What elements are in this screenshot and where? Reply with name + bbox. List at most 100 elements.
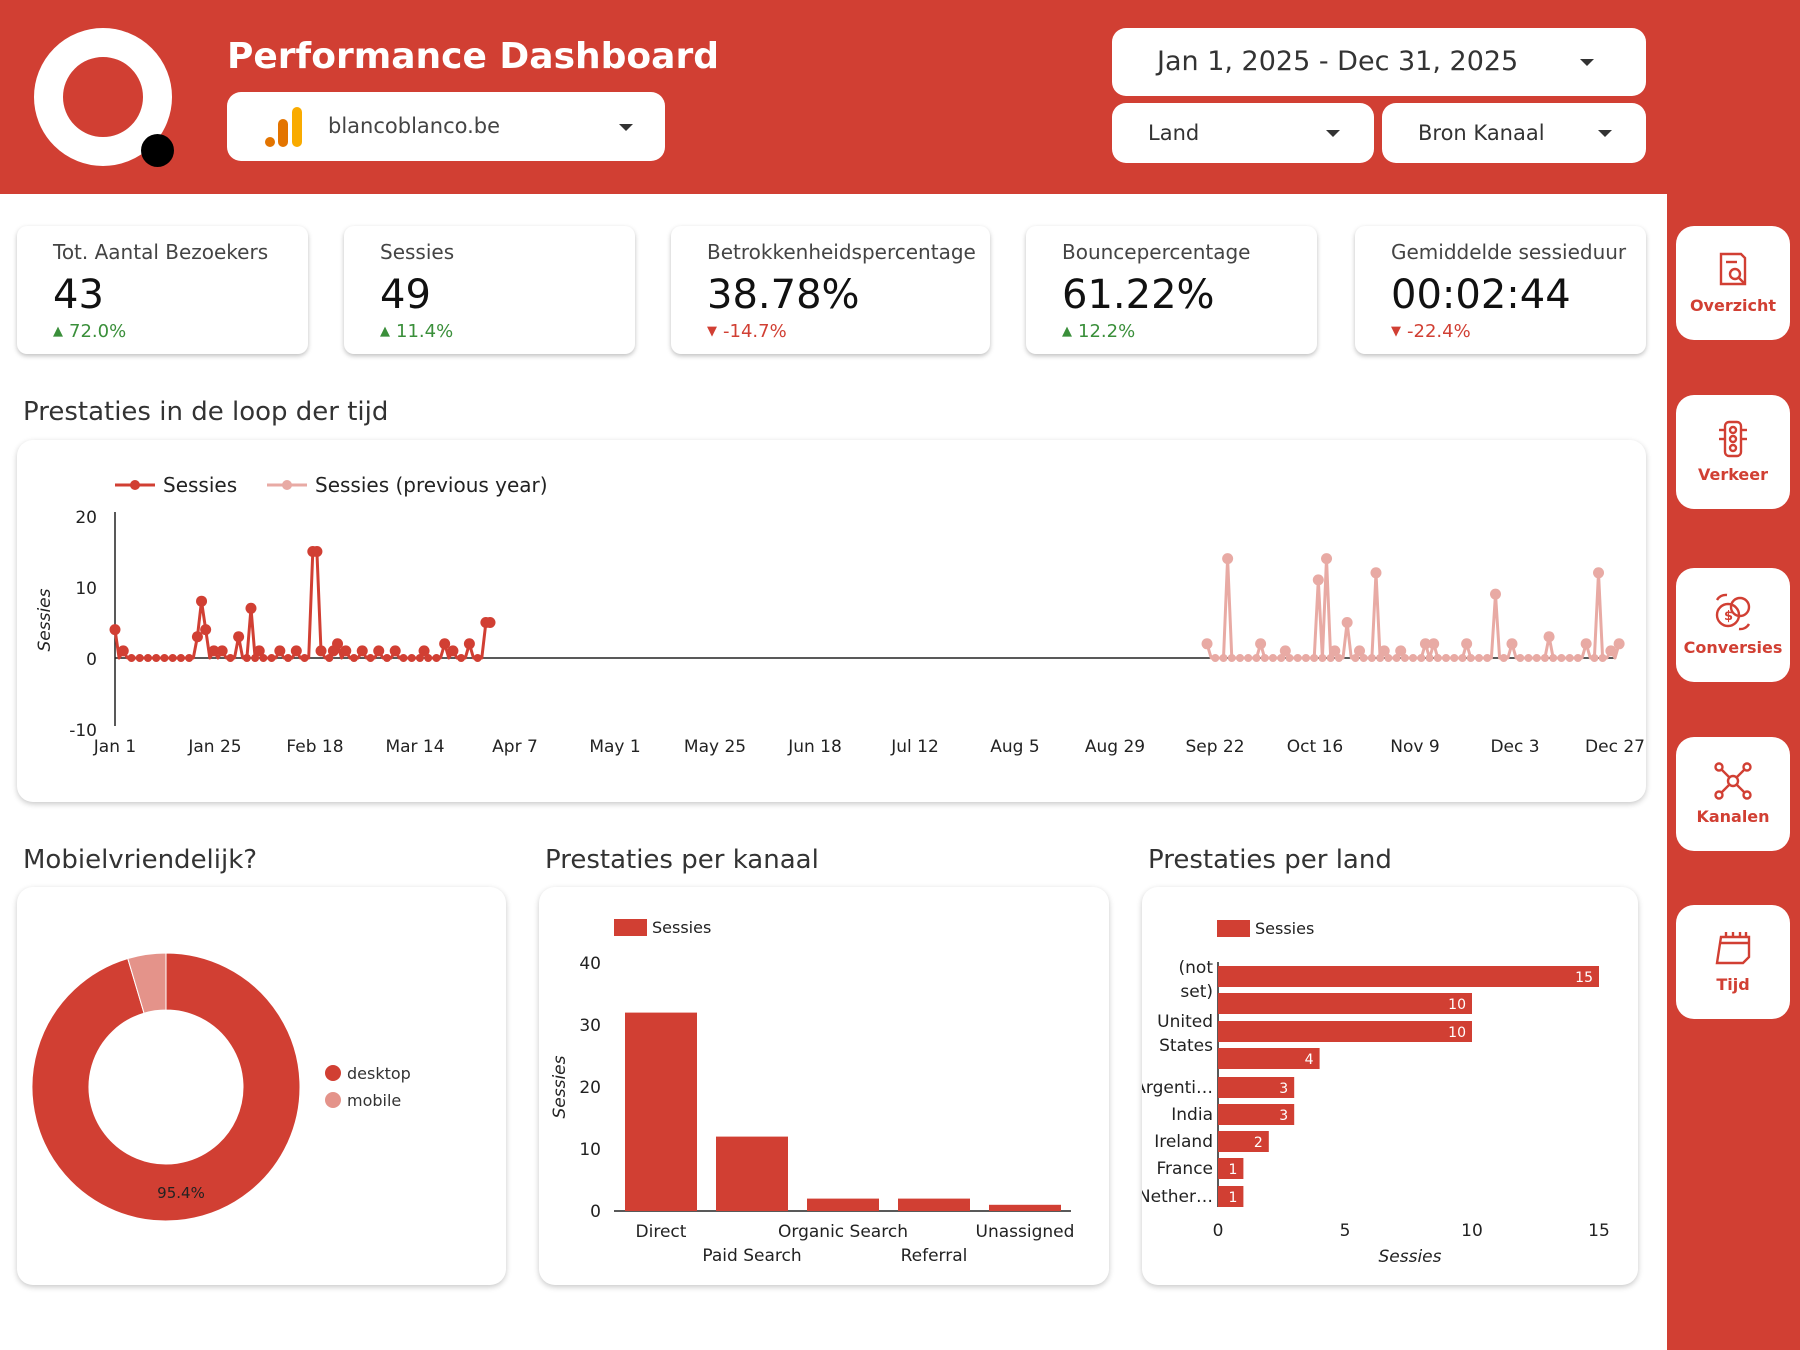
chevron-down-icon	[1580, 59, 1594, 66]
kpi-delta-value: 11.4%	[396, 321, 454, 342]
data-point	[1475, 654, 1484, 662]
data-point	[1244, 654, 1253, 662]
data-point	[216, 645, 228, 657]
data-point	[356, 645, 368, 657]
nav-traffic-button[interactable]: Verkeer	[1676, 395, 1790, 509]
data-point	[1466, 654, 1475, 662]
data-point	[284, 654, 293, 662]
channel-chart-card: Sessies 40 30 20 10 0 Sessies Direct Paid Search…	[539, 887, 1109, 1285]
nav-conversions-button[interactable]: $ Conversies	[1676, 568, 1790, 682]
bar-value-label: 3	[1279, 1081, 1288, 1097]
nav-overview-label: Overzicht	[1689, 296, 1777, 315]
report-search-icon	[1719, 252, 1747, 286]
property-select[interactable]: blancoblanco.be	[227, 92, 665, 161]
x-tick-label: Organic Search	[778, 1222, 908, 1242]
category-label: France	[1156, 1159, 1213, 1179]
data-point	[1318, 654, 1327, 662]
data-point	[1201, 638, 1213, 650]
data-point	[1376, 654, 1385, 662]
data-point	[160, 654, 169, 662]
traffic-light-icon	[1719, 420, 1747, 458]
data-point	[1227, 654, 1236, 662]
kpi-delta: ▼ -22.4%	[1391, 321, 1471, 342]
legend-label-desktop: desktop	[347, 1064, 411, 1083]
chevron-down-icon	[619, 124, 633, 131]
data-point	[389, 645, 401, 657]
data-point	[1354, 645, 1366, 657]
line-chart-card: Sessies Sessies (previous year) 20 10 0 -10 Se…	[17, 440, 1646, 802]
data-point	[439, 638, 451, 650]
data-point	[1543, 631, 1555, 643]
arrow-down-icon: ▼	[1391, 324, 1401, 339]
data-point	[185, 654, 194, 662]
x-tick-label: Jun 18	[787, 737, 842, 757]
bar-value-label: 4	[1305, 1052, 1314, 1068]
legend-marker-previous	[282, 480, 292, 490]
kpi-delta: ▲ 12.2%	[1062, 321, 1135, 342]
data-point	[1605, 645, 1617, 657]
bar	[1218, 1021, 1472, 1042]
data-point	[1580, 638, 1592, 650]
bar-value-label: 10	[1448, 997, 1466, 1013]
date-range-picker[interactable]: Jan 1, 2025 - Dec 31, 2025	[1112, 28, 1646, 96]
data-point	[350, 654, 359, 662]
x-tick-label: Feb 18	[286, 737, 343, 757]
data-point	[1255, 638, 1267, 650]
data-point	[253, 645, 265, 657]
data-point	[415, 654, 424, 662]
bar	[1218, 993, 1472, 1014]
data-point	[1532, 654, 1541, 662]
data-point	[447, 645, 459, 657]
data-point	[1461, 638, 1473, 650]
data-point	[311, 546, 323, 557]
donut-data-label: 95.4%	[157, 1184, 205, 1202]
data-point	[1341, 617, 1353, 628]
x-tick-label: Aug 5	[990, 737, 1039, 757]
legend-label-sessions: Sessies	[652, 918, 711, 937]
data-point	[463, 638, 475, 650]
data-point	[1279, 645, 1291, 657]
data-point	[1428, 638, 1440, 650]
data-point	[135, 654, 144, 662]
x-tick-label: 5	[1340, 1221, 1351, 1241]
kpi-card-visitors: Tot. Aantal Bezoekers 43 ▲ 72.0%	[17, 226, 308, 354]
data-point	[1557, 654, 1566, 662]
data-point	[473, 654, 482, 662]
data-point	[340, 645, 352, 657]
kpi-value: 43	[53, 272, 104, 318]
kpi-delta-value: -14.7%	[723, 321, 787, 342]
data-point	[196, 595, 208, 607]
bar	[1218, 1131, 1269, 1152]
source-filter[interactable]: Bron Kanaal	[1382, 103, 1646, 163]
category-label: States	[1159, 1036, 1213, 1056]
data-point	[245, 602, 257, 614]
data-point	[1351, 654, 1360, 662]
data-point	[325, 654, 334, 662]
legend-label-previous: Sessies (previous year)	[315, 473, 548, 497]
data-point	[382, 654, 391, 662]
data-point	[315, 645, 327, 657]
legend-label-sessions: Sessies	[1255, 919, 1314, 938]
y-tick-label: -10	[69, 721, 97, 741]
data-point	[1321, 553, 1333, 565]
x-tick-label: 10	[1461, 1221, 1483, 1241]
y-tick-label: 10	[75, 579, 97, 599]
y-axis-label: Sessies	[550, 1055, 570, 1118]
country-filter[interactable]: Land	[1112, 103, 1374, 163]
data-point	[267, 654, 276, 662]
data-point	[1458, 654, 1467, 662]
x-tick-label: Jul 12	[890, 737, 939, 757]
data-point	[168, 654, 177, 662]
data-point	[1222, 553, 1234, 565]
kpi-delta-value: 72.0%	[69, 321, 127, 342]
nav-overview-button[interactable]: Overzicht	[1676, 226, 1790, 340]
bar-direct	[625, 1012, 697, 1211]
category-label: set)	[1180, 982, 1213, 1002]
nav-channels-button[interactable]: Kanalen	[1676, 737, 1790, 851]
data-point	[1549, 654, 1558, 662]
data-point	[407, 654, 416, 662]
nav-time-button[interactable]: Tijd	[1676, 905, 1790, 1019]
property-label: blancoblanco.be	[328, 114, 501, 138]
bar	[1218, 1186, 1244, 1207]
data-point	[1236, 654, 1244, 662]
